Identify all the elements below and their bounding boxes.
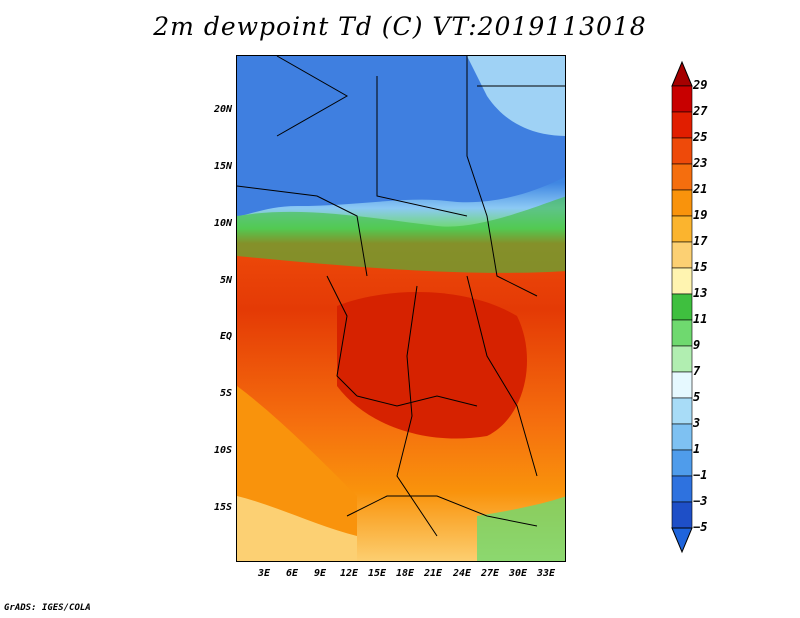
colorbar xyxy=(671,60,693,554)
southeast-green-region xyxy=(477,496,565,561)
dewpoint-map xyxy=(236,55,566,562)
colorbar-level-label: 19 xyxy=(693,208,708,222)
y-tick-label: 10N xyxy=(213,218,232,229)
colorbar-level-label: 29 xyxy=(693,78,708,92)
colorbar-level-label: 3 xyxy=(693,416,701,430)
colorbar-level-label: 1 xyxy=(693,442,701,456)
colorbar-swatch xyxy=(671,267,693,295)
colorbar-level-label: 13 xyxy=(693,286,708,300)
x-tick-label: 18E xyxy=(395,568,415,579)
colorbar-swatch xyxy=(671,293,693,321)
colorbar-level-label: 17 xyxy=(693,234,708,248)
colorbar-level-label: 21 xyxy=(693,182,708,196)
colorbar-swatch xyxy=(671,241,693,269)
colorbar-level-label: 5 xyxy=(693,390,701,404)
colorbar-level-label: −1 xyxy=(693,468,708,482)
x-tick-label: 33E xyxy=(536,568,556,579)
x-tick-label: 27E xyxy=(480,568,500,579)
colorbar-swatch xyxy=(671,137,693,165)
colorbar-swatch xyxy=(671,215,693,243)
colorbar-swatch xyxy=(671,319,693,347)
colorbar-bottom-arrow xyxy=(671,527,693,554)
y-tick-label: EQ xyxy=(219,331,232,342)
y-tick-label: 5N xyxy=(219,275,232,286)
x-tick-label: 6E xyxy=(285,568,299,579)
x-tick-label: 21E xyxy=(423,568,443,579)
x-tick-label: 24E xyxy=(452,568,472,579)
y-tick-label: 15N xyxy=(213,161,232,172)
sahel-green-band xyxy=(237,196,565,273)
colorbar-swatch xyxy=(671,501,693,529)
egypt-moist-region xyxy=(467,56,565,136)
x-tick-label: 9E xyxy=(313,568,327,579)
map-field xyxy=(237,56,565,561)
x-tick-label: 3E xyxy=(257,568,271,579)
y-tick-label: 20N xyxy=(213,104,232,115)
colorbar-swatch xyxy=(671,163,693,191)
grads-credit: GrADS: IGES/COLA xyxy=(4,603,91,613)
x-tick-label: 12E xyxy=(339,568,359,579)
colorbar-level-label: 7 xyxy=(693,364,701,378)
x-tick-label: 15E xyxy=(367,568,387,579)
sahara-region xyxy=(237,56,565,216)
colorbar-swatch xyxy=(671,371,693,399)
colorbar-level-label: −5 xyxy=(693,520,708,534)
colorbar-level-label: 27 xyxy=(693,104,708,118)
y-tick-label: 15S xyxy=(213,502,232,513)
chart-title: 2m dewpoint Td (C) VT:2019113018 xyxy=(153,12,647,41)
colorbar-swatch xyxy=(671,449,693,477)
colorbar-level-label: 9 xyxy=(693,338,701,352)
colorbar-level-label: −3 xyxy=(693,494,708,508)
colorbar-swatch xyxy=(671,397,693,425)
y-tick-label: 5S xyxy=(219,388,232,399)
colorbar-level-label: 23 xyxy=(693,156,708,170)
colorbar-swatch xyxy=(671,475,693,503)
colorbar-level-label: 11 xyxy=(693,312,708,326)
southwest-drier-region xyxy=(237,496,357,561)
colorbar-swatch xyxy=(671,345,693,373)
colorbar-swatch xyxy=(671,423,693,451)
x-tick-label: 30E xyxy=(508,568,528,579)
congo-basin-region xyxy=(337,292,527,439)
colorbar-level-label: 15 xyxy=(693,260,708,274)
country-borders xyxy=(237,56,565,537)
colorbar-level-label: 25 xyxy=(693,130,708,144)
colorbar-top-arrow xyxy=(671,60,693,87)
colorbar-swatch xyxy=(671,85,693,113)
y-tick-label: 10S xyxy=(213,445,232,456)
colorbar-swatch xyxy=(671,111,693,139)
colorbar-swatch xyxy=(671,189,693,217)
